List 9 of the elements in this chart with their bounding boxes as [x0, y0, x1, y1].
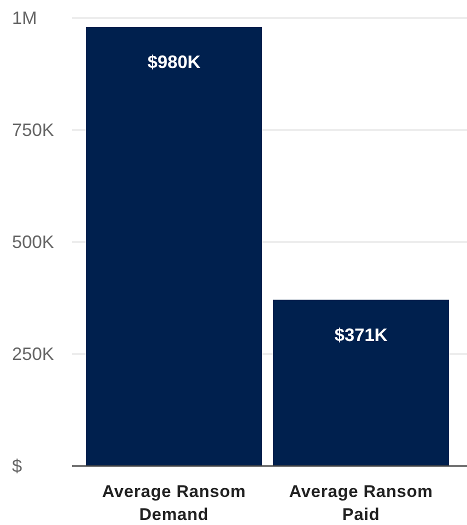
y-tick-label: 250K [12, 344, 54, 364]
data-label: $980K [147, 52, 201, 72]
x-tick-label: Average Ransom Paid [289, 482, 433, 524]
y-tick-label: 500K [12, 232, 54, 252]
y-tick-label: $ [12, 456, 22, 476]
y-tick-label: 1M [12, 8, 38, 28]
x-tick-label: Average Ransom Demand [102, 482, 246, 524]
data-label: $371K [334, 324, 388, 345]
y-tick-label: 750K [12, 120, 54, 140]
